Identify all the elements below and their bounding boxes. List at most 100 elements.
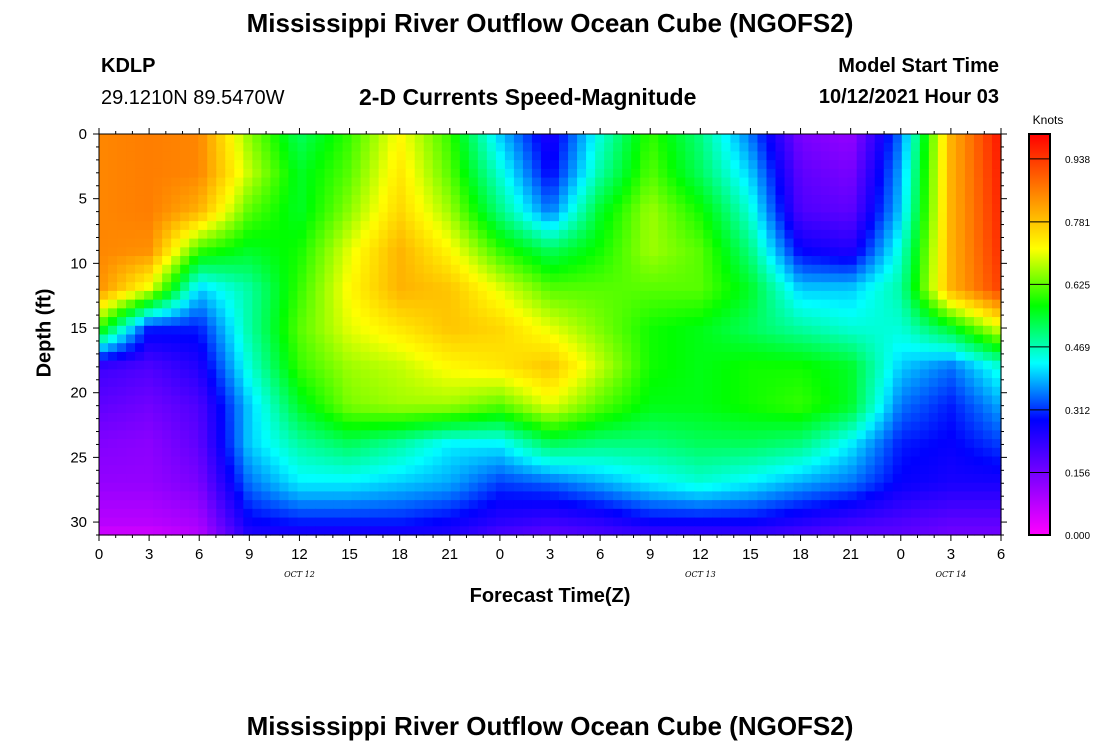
heatmap-cell: [766, 282, 777, 292]
heatmap-cell: [703, 500, 713, 510]
heatmap-cell: [622, 517, 632, 527]
heatmap-cell: [369, 160, 380, 170]
heatmap-cell: [225, 500, 235, 510]
heatmap-cell: [901, 151, 912, 161]
heatmap-cell: [171, 238, 181, 248]
heatmap-cell: [477, 369, 488, 379]
heatmap-cell: [937, 229, 948, 240]
heatmap-cell: [721, 212, 731, 222]
heatmap-cell: [351, 317, 362, 327]
heatmap-cell: [333, 482, 344, 493]
heatmap-cell: [613, 325, 623, 336]
heatmap-cell: [504, 247, 515, 257]
heatmap-cell: [216, 360, 226, 370]
heatmap-cell: [973, 412, 984, 423]
heatmap-cell: [99, 508, 109, 519]
heatmap-cell: [162, 465, 172, 475]
heatmap-cell: [874, 308, 885, 318]
heatmap-cell: [973, 334, 984, 344]
heatmap-cell: [387, 369, 398, 379]
heatmap-cell: [613, 282, 623, 292]
heatmap-cell: [703, 256, 713, 266]
heatmap-cell: [477, 168, 488, 179]
heatmap-cell: [342, 221, 353, 231]
heatmap-cell: [577, 247, 587, 257]
heatmap-cell: [622, 404, 632, 414]
heatmap-cell: [910, 473, 921, 484]
heatmap-cell: [892, 343, 903, 353]
heatmap-cell: [892, 186, 903, 196]
heatmap-cell: [757, 221, 768, 231]
heatmap-cell: [135, 395, 145, 405]
heatmap-cell: [892, 482, 903, 493]
heatmap-cell: [342, 439, 353, 449]
heatmap-cell: [820, 473, 831, 484]
heatmap-cell: [432, 482, 443, 493]
heatmap-cell: [342, 317, 353, 327]
heatmap-cell: [559, 334, 569, 344]
heatmap-cell: [423, 264, 434, 275]
heatmap-cell: [730, 412, 741, 423]
heatmap-cell: [847, 447, 858, 458]
heatmap-cell: [631, 168, 641, 179]
heatmap-cell: [730, 456, 741, 466]
heatmap-cell: [531, 160, 542, 170]
heatmap-cell: [342, 491, 353, 501]
heatmap-cell: [495, 334, 506, 344]
heatmap-cell: [504, 317, 515, 327]
heatmap-cell: [315, 195, 326, 205]
heatmap-cell: [360, 256, 371, 266]
heatmap-cell: [315, 256, 326, 266]
heatmap-cell: [874, 177, 885, 187]
heatmap-cell: [802, 369, 813, 379]
heatmap-cell: [721, 526, 731, 536]
heatmap-cell: [676, 430, 686, 440]
heatmap-cell: [396, 247, 407, 257]
heatmap-cell: [613, 221, 623, 231]
heatmap-cell: [964, 299, 975, 309]
heatmap-cell: [685, 212, 695, 222]
heatmap-cell: [793, 264, 804, 275]
heatmap-cell: [559, 273, 569, 283]
heatmap-cell: [892, 308, 903, 318]
heatmap-cell: [477, 517, 488, 527]
heatmap-cell: [360, 134, 371, 144]
heatmap-cell: [712, 456, 722, 466]
page-title: Mississippi River Outflow Ocean Cube (NG…: [246, 8, 854, 38]
heatmap-cell: [586, 247, 596, 257]
heatmap-cell: [99, 473, 109, 484]
x-tick-label: 9: [245, 546, 253, 563]
heatmap-cell: [793, 386, 804, 397]
heatmap-cell: [297, 264, 308, 275]
heatmap-cell: [162, 134, 172, 144]
heatmap-cell: [486, 465, 497, 475]
heatmap-cell: [234, 186, 244, 196]
heatmap-cell: [946, 404, 957, 414]
heatmap-cell: [234, 360, 244, 370]
heatmap-cell: [991, 299, 1002, 309]
heatmap-cell: [739, 221, 750, 231]
heatmap-cell: [847, 142, 858, 153]
heatmap-cell: [99, 430, 109, 440]
heatmap-cell: [901, 212, 912, 222]
heatmap-cell: [459, 299, 470, 309]
heatmap-cell: [288, 369, 299, 379]
heatmap-cell: [820, 264, 831, 275]
heatmap-cell: [234, 351, 244, 362]
heatmap-cell: [306, 500, 317, 510]
heatmap-cell: [847, 430, 858, 440]
heatmap-cell: [288, 195, 299, 205]
heatmap-cell: [568, 430, 578, 440]
heatmap-cell: [432, 378, 443, 388]
heatmap-cell: [486, 334, 497, 344]
heatmap-cell: [423, 221, 434, 231]
heatmap-cell: [495, 264, 506, 275]
heatmap-cell: [450, 221, 461, 231]
heatmap-cell: [865, 325, 876, 336]
heatmap-cell: [820, 229, 831, 240]
heatmap-cell: [838, 282, 849, 292]
heatmap-cell: [838, 395, 849, 405]
heatmap-cell: [414, 186, 425, 196]
heatmap-cell: [108, 404, 118, 414]
